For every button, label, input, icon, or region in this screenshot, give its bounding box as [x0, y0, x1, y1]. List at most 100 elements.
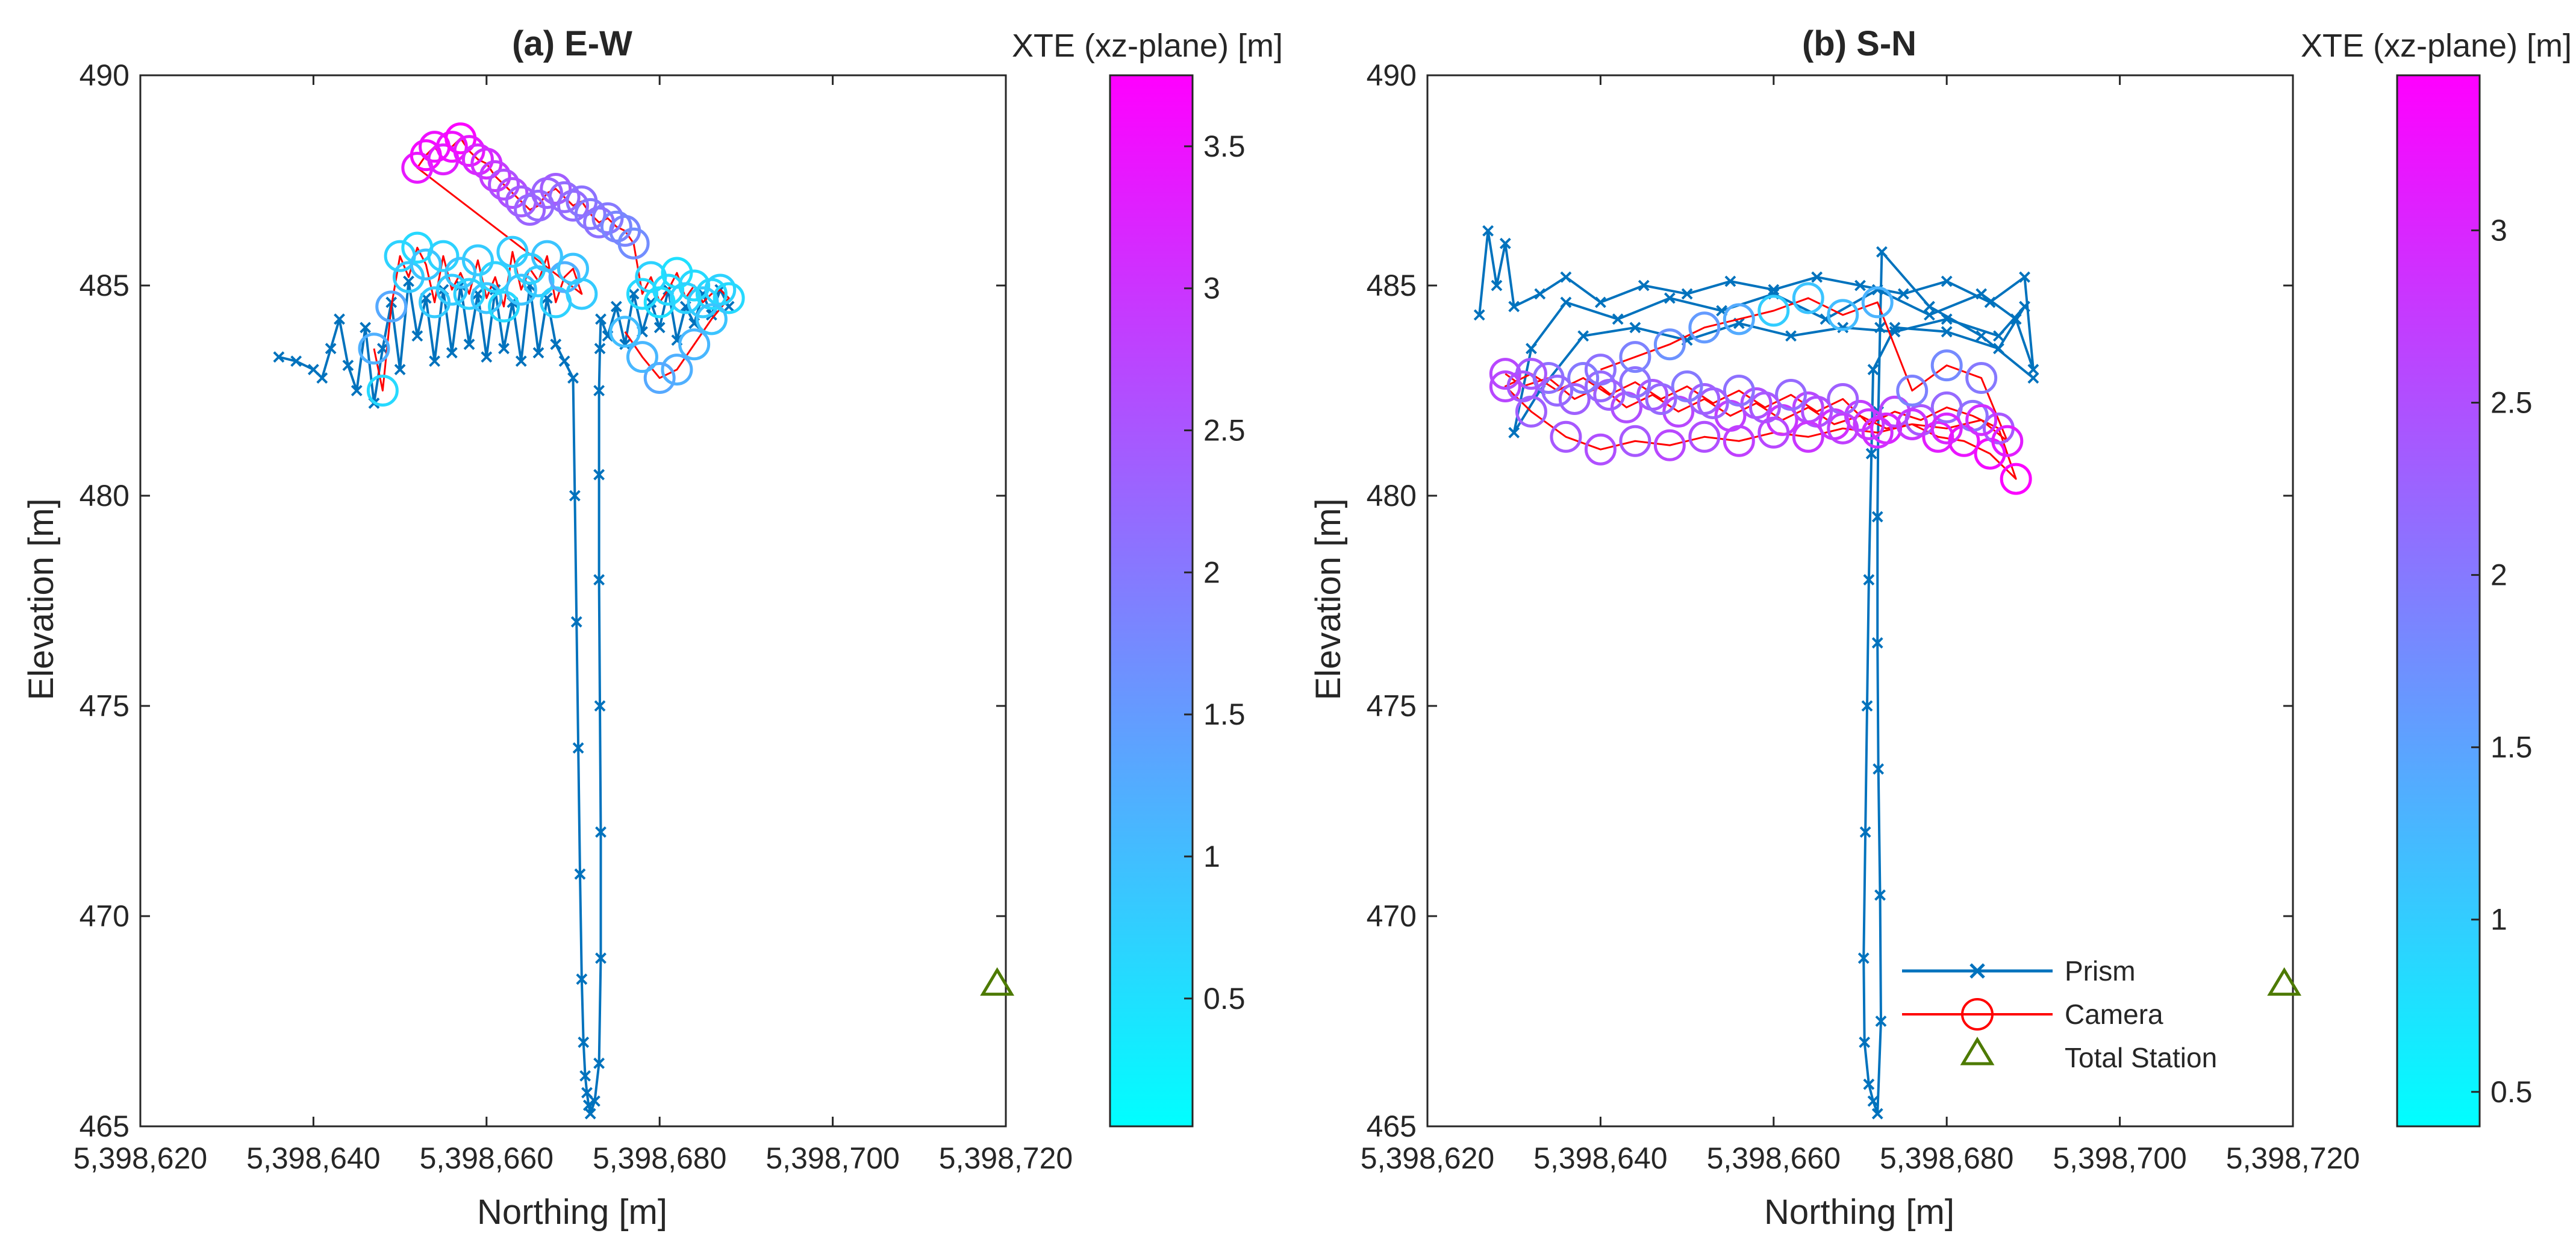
prism-point	[1871, 637, 1883, 649]
prism-point	[2019, 271, 2030, 283]
prism-point	[307, 364, 319, 376]
camera-point	[488, 290, 520, 323]
prism-point	[1664, 292, 1676, 304]
prism-point	[1993, 330, 2004, 342]
prism-point	[532, 347, 544, 359]
prism-point	[1863, 574, 1875, 586]
camera-point	[626, 341, 658, 373]
y-tick-label: 465	[80, 1109, 129, 1143]
camera-point	[531, 240, 563, 272]
prism-point	[1560, 296, 1572, 308]
y-tick-label: 490	[1367, 58, 1417, 92]
y-tick-label: 470	[80, 899, 129, 933]
camera-point	[1723, 425, 1755, 457]
camera-point	[1861, 286, 1894, 319]
prism-point	[1534, 288, 1546, 300]
prism-point	[595, 826, 607, 838]
prism-point	[1871, 511, 1883, 523]
y-tick-label: 480	[80, 479, 129, 513]
prism-point	[1873, 763, 1885, 775]
camera-point	[1567, 362, 1600, 395]
camera-point	[1965, 362, 1998, 395]
camera-point	[713, 282, 745, 314]
camera-point	[1930, 349, 1963, 382]
prism-point	[1681, 288, 1693, 300]
prism-point	[1924, 301, 1935, 313]
panel-b-colorbar: 0.5 1 1.5 2 2.5 3	[2396, 74, 2533, 1128]
x-tick-label: 5,398,720	[939, 1141, 1073, 1175]
camera-point	[1723, 303, 1755, 335]
prism-point	[325, 343, 337, 355]
panel-a-title: (a) E-W	[512, 24, 632, 63]
camera-point	[1827, 412, 1859, 445]
camera-point	[1775, 378, 1807, 411]
legend-camera-marker	[1961, 998, 1994, 1031]
panel-b-ylabel: Elevation [m]	[1309, 498, 1348, 700]
prism-point	[1867, 364, 1879, 376]
camera-point	[548, 181, 581, 213]
prism-point	[558, 355, 570, 367]
prism-point	[572, 742, 584, 754]
camera-point	[1792, 420, 1824, 453]
legend-station-label: Total Station	[2065, 1042, 2217, 1073]
y-tick-label: 480	[1367, 479, 1417, 513]
camera-point	[479, 261, 511, 293]
prism-point	[342, 360, 354, 372]
prism-point	[1785, 330, 1797, 342]
prism-point	[610, 301, 622, 313]
camera-point	[1896, 408, 1929, 440]
prism-point	[1473, 309, 1485, 321]
prism-point	[1837, 322, 1849, 334]
camera-point	[1584, 354, 1617, 386]
colorbar-tick-label: 3	[1203, 272, 1220, 305]
prism-point	[1508, 426, 1520, 438]
panel-b-title: (b) S-N	[1802, 24, 1916, 63]
prism-point	[1499, 237, 1511, 249]
camera-point	[1550, 420, 1582, 453]
x-tick-label: 5,398,660	[1707, 1141, 1841, 1175]
camera-point	[661, 354, 693, 386]
x-tick-label: 5,398,640	[1533, 1141, 1667, 1175]
prism-point	[481, 351, 493, 363]
camera-point	[1792, 282, 1824, 314]
prism-point	[593, 385, 605, 396]
camera-point	[496, 176, 529, 209]
prism-track-line	[1478, 229, 2035, 1115]
prism-point	[628, 288, 640, 300]
prism-point	[595, 313, 607, 325]
camera-point	[1853, 408, 1885, 440]
prism-point	[1612, 313, 1624, 325]
prism-point	[1941, 275, 1953, 287]
prism-point	[619, 339, 631, 351]
prism-point	[2027, 364, 2039, 376]
prism-point	[653, 322, 666, 334]
y-tick-label: 465	[1367, 1109, 1417, 1143]
prism-point	[360, 322, 372, 334]
prism-point	[1984, 296, 1996, 308]
prism-point	[1876, 246, 1888, 258]
prism-point	[515, 355, 527, 367]
prism-point	[334, 313, 345, 325]
colorbar-tick-label: 0.5	[1203, 982, 1246, 1016]
camera-point	[375, 290, 408, 323]
prism-point	[595, 952, 607, 964]
prism-point	[273, 351, 285, 363]
camera-point	[1558, 382, 1591, 415]
colorbar-tick-label: 0.5	[2490, 1075, 2533, 1109]
prism-point	[1865, 448, 1877, 460]
camera-point	[453, 135, 485, 167]
prism-point	[576, 973, 588, 985]
panel-b-colorbar-label: XTE (xz-plane) [m]	[2301, 28, 2572, 64]
camera-point	[505, 273, 537, 306]
camera-point	[470, 282, 503, 314]
prism-point	[550, 339, 562, 351]
panel-a: (a) E-W 5,398,620 5,398,640 5,398,660 5,398…	[22, 24, 1283, 1232]
camera-point	[488, 168, 520, 201]
camera-point	[643, 362, 676, 395]
panel-a-ylabel: Elevation [m]	[22, 498, 61, 700]
prism-point	[1976, 288, 1988, 300]
prism-point	[593, 1057, 605, 1069]
camera-point	[358, 332, 390, 365]
camera-point	[1584, 370, 1617, 403]
prism-point	[351, 385, 363, 396]
